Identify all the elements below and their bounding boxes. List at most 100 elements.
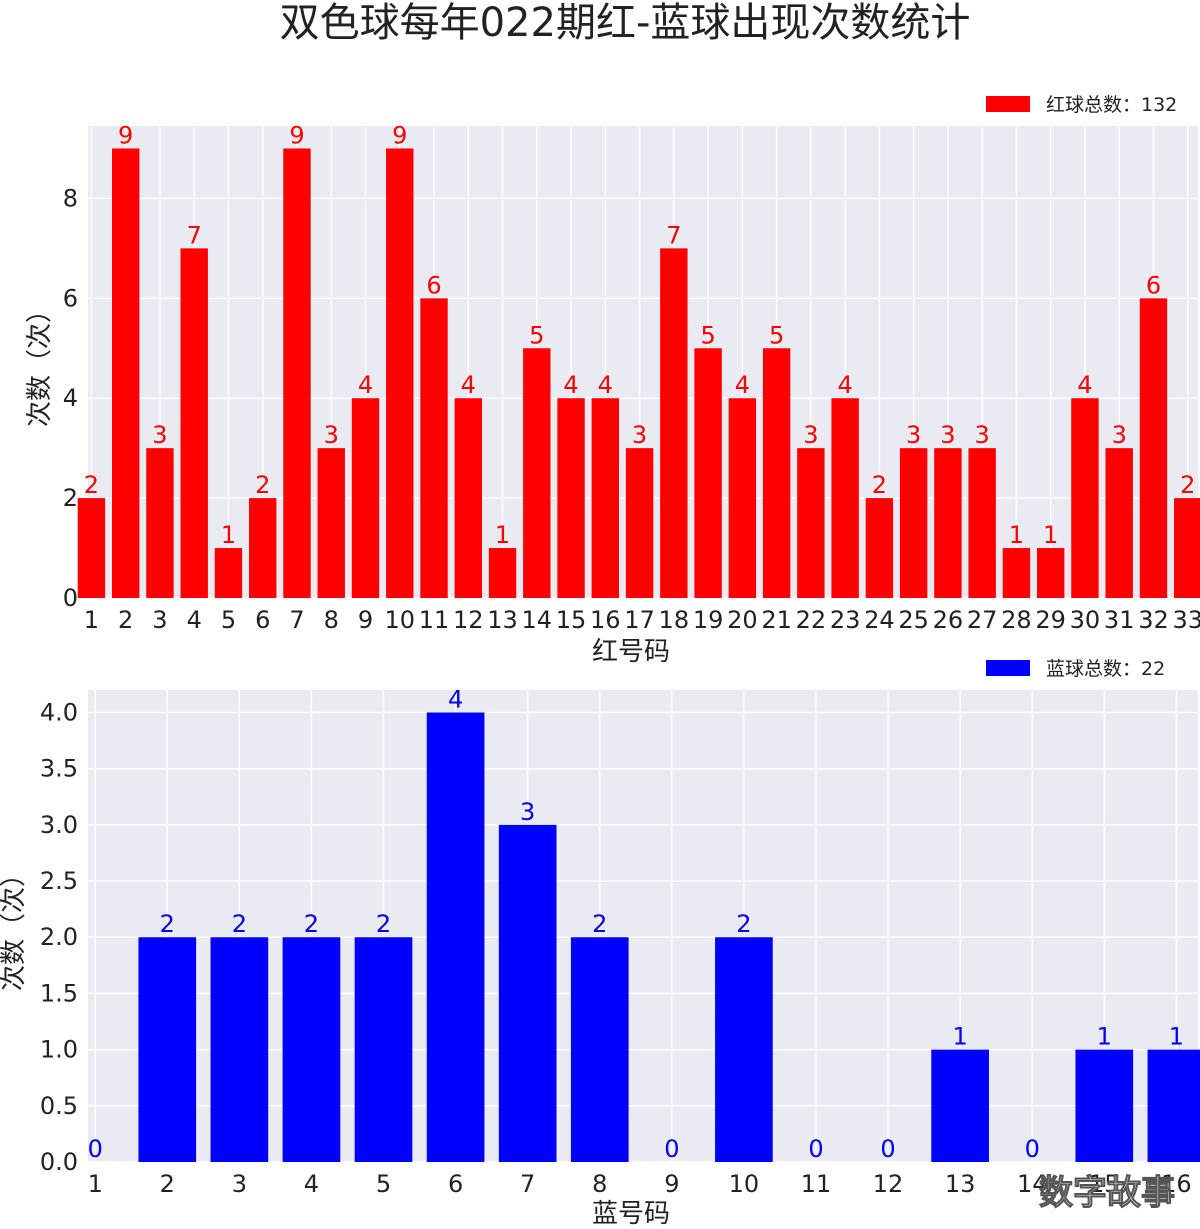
data-label: 3: [906, 421, 921, 449]
data-label: 3: [324, 421, 339, 449]
bar: [728, 398, 757, 598]
x-tick-label: 12: [453, 606, 484, 634]
bar: [180, 248, 208, 599]
y-tick-label: 4: [63, 384, 78, 412]
x-tick-label: 23: [830, 606, 861, 634]
data-label: 4: [358, 371, 373, 399]
x-tick-label: 6: [448, 1170, 463, 1198]
data-label: 0: [880, 1135, 895, 1163]
y-axis-label: 次数（次）: [25, 297, 55, 427]
bar: [77, 498, 106, 598]
legend-swatch: [986, 660, 1030, 676]
y-tick-label: 4.0: [40, 698, 78, 726]
bar: [1071, 398, 1099, 598]
bar: [1002, 548, 1031, 598]
data-label: 3: [520, 798, 535, 826]
x-tick-label: 3: [232, 1170, 247, 1198]
x-tick-label: 5: [221, 606, 236, 634]
data-label: 2: [255, 471, 270, 499]
x-tick-label: 1: [88, 1170, 103, 1198]
data-label: 3: [1112, 421, 1127, 449]
y-tick-label: 3.5: [40, 755, 78, 783]
bar: [210, 937, 269, 1162]
x-tick-label: 2: [160, 1170, 175, 1198]
x-tick-label: 14: [522, 606, 553, 634]
y-tick-label: 0.0: [40, 1148, 78, 1176]
data-label: 6: [1146, 271, 1161, 299]
data-label: 1: [1097, 1023, 1112, 1051]
bar: [488, 548, 517, 598]
x-tick-label: 11: [801, 1170, 832, 1198]
x-tick-label: 15: [1089, 1170, 1120, 1198]
data-label: 3: [632, 421, 647, 449]
x-tick-label: 6: [255, 606, 270, 634]
x-tick-label: 30: [1070, 606, 1101, 634]
bar: [111, 148, 140, 598]
x-tick-label: 8: [324, 606, 339, 634]
data-label: 1: [495, 521, 510, 549]
y-tick-label: 3.0: [40, 811, 78, 839]
bar: [968, 448, 996, 598]
x-tick-label: 32: [1138, 606, 1169, 634]
bar: [694, 348, 722, 598]
x-tick-label: 11: [419, 606, 450, 634]
data-label: 1: [953, 1023, 968, 1051]
bar: [931, 1049, 989, 1162]
data-label: 2: [304, 910, 319, 938]
bar: [498, 824, 557, 1162]
data-label: 1: [1043, 521, 1058, 549]
x-tick-label: 19: [693, 606, 724, 634]
data-label: 4: [837, 371, 852, 399]
data-label: 0: [88, 1135, 103, 1163]
x-axis-label: 蓝号码: [592, 1199, 670, 1229]
legend-label: 蓝球总数：22: [1046, 658, 1165, 680]
y-tick-label: 1.5: [40, 979, 78, 1007]
data-label: 5: [769, 321, 784, 349]
x-axis-label: 红号码: [592, 637, 670, 667]
y-tick-label: 2.0: [40, 923, 78, 951]
data-label: 2: [736, 910, 751, 938]
bar: [1174, 498, 1200, 598]
blue-ball-chart: 0.00.51.01.52.02.53.03.54.01022324252647…: [0, 658, 1200, 1229]
data-label: 0: [808, 1135, 823, 1163]
x-tick-label: 22: [796, 606, 827, 634]
watermark: 数字故事: [1039, 1173, 1175, 1213]
data-label: 4: [448, 685, 463, 713]
bar: [317, 448, 345, 598]
bar: [831, 398, 859, 598]
x-tick-label: 26: [933, 606, 964, 634]
bar: [899, 448, 928, 598]
bar: [1036, 548, 1065, 598]
data-label: 2: [84, 471, 99, 499]
bar: [762, 348, 791, 598]
bar: [523, 348, 551, 598]
x-tick-label: 10: [384, 606, 415, 634]
data-label: 4: [598, 371, 613, 399]
bar: [1139, 298, 1168, 598]
legend-swatch: [986, 96, 1030, 112]
x-tick-label: 10: [729, 1170, 760, 1198]
bar: [660, 248, 688, 599]
x-tick-label: 14: [1017, 1170, 1048, 1198]
chart-title: 双色球每年022期红-蓝球出现次数统计: [280, 0, 971, 46]
data-label: 7: [666, 221, 681, 249]
y-tick-label: 2: [63, 484, 78, 512]
bar: [934, 448, 962, 598]
x-tick-label: 20: [727, 606, 758, 634]
bar: [282, 937, 341, 1162]
y-tick-label: 0: [63, 584, 78, 612]
x-tick-label: 9: [358, 606, 373, 634]
red-ball-chart: 0246812293347516279839410911612413114515…: [25, 94, 1200, 667]
data-label: 9: [392, 121, 407, 149]
data-label: 2: [160, 910, 175, 938]
x-tick-label: 27: [967, 606, 998, 634]
data-label: 7: [187, 221, 202, 249]
data-label: 2: [592, 910, 607, 938]
x-tick-label: 18: [659, 606, 690, 634]
x-tick-label: 24: [864, 606, 895, 634]
data-label: 2: [1180, 471, 1195, 499]
data-label: 4: [735, 371, 750, 399]
x-tick-label: 16: [1161, 1170, 1192, 1198]
